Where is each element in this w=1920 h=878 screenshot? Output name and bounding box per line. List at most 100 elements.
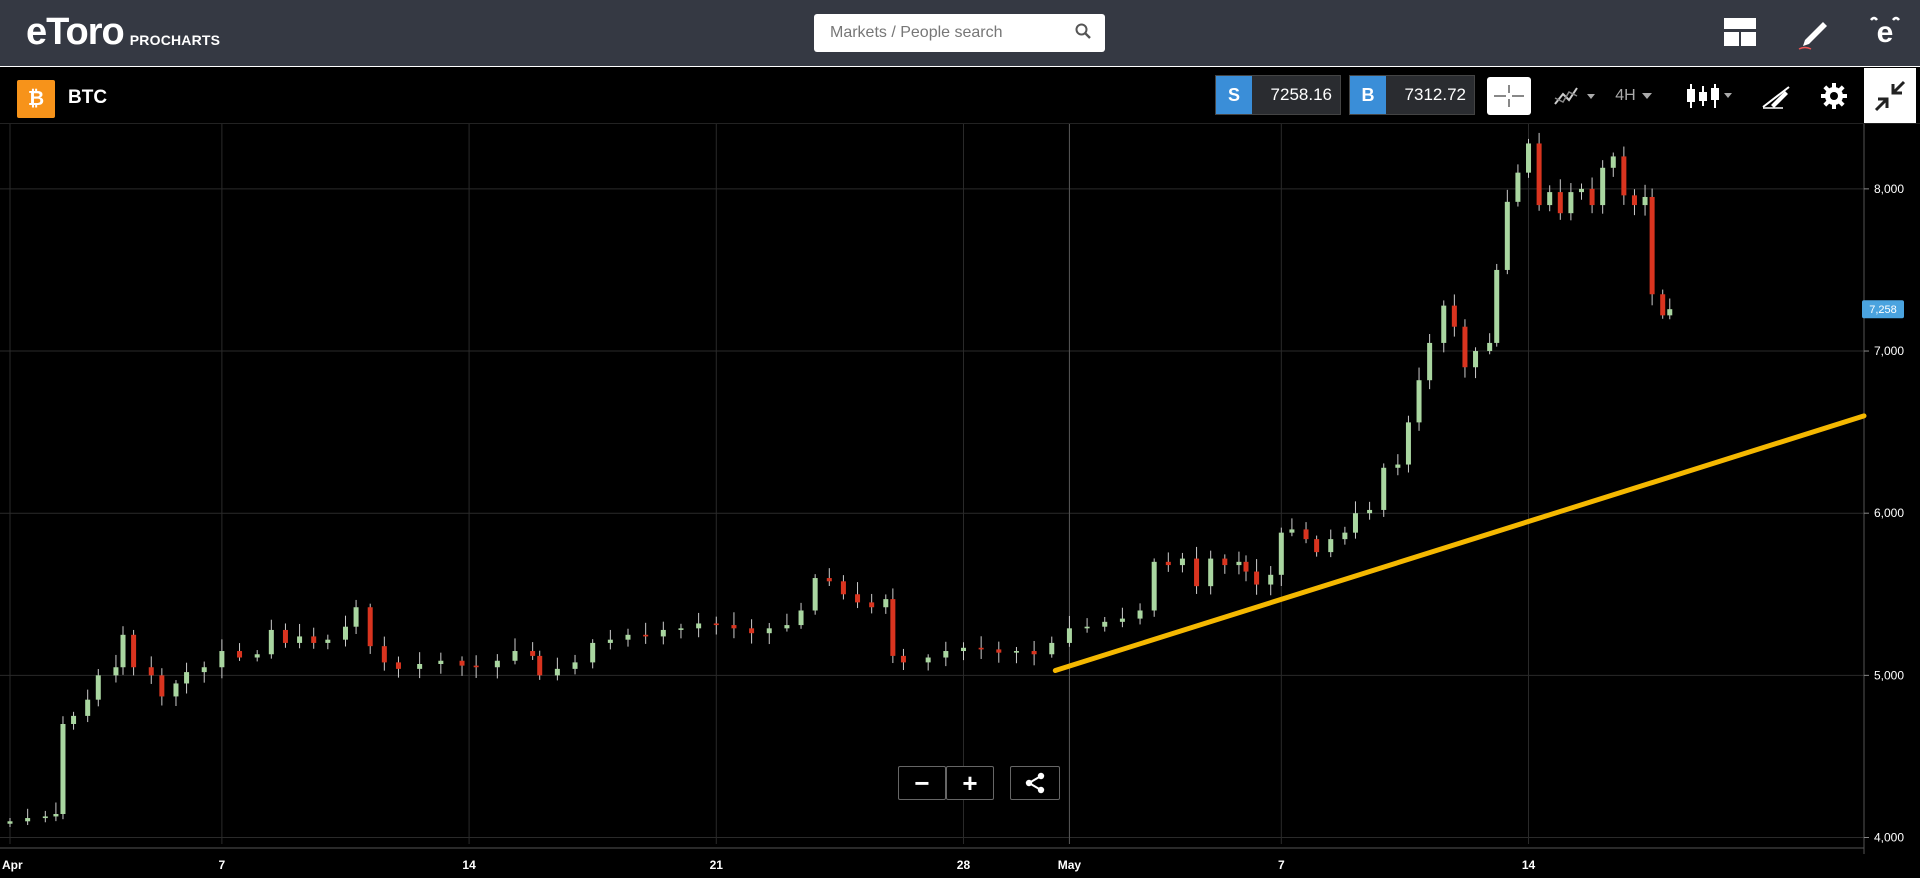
zoom-out-button[interactable]: −	[898, 766, 946, 800]
candle-body	[1494, 269, 1500, 343]
candle-body	[1589, 188, 1595, 206]
candle-body	[282, 629, 288, 643]
top-bar: eToro PROCHARTS e	[0, 0, 1920, 67]
x-tick-label: 14	[462, 858, 476, 872]
candle-body	[201, 667, 207, 673]
drawing-tools-icon[interactable]	[1756, 77, 1796, 115]
y-tick-label: 5,000	[1874, 668, 1904, 682]
candle-body	[1208, 558, 1214, 587]
candle-body	[826, 578, 832, 582]
candle-body	[883, 599, 889, 608]
search-icon[interactable]	[1075, 23, 1091, 44]
crosshair-icon[interactable]	[1487, 77, 1531, 115]
y-tick-label: 6,000	[1874, 506, 1904, 520]
candle-body	[1013, 651, 1019, 653]
brand-name: eToro	[26, 11, 125, 53]
candle-body	[1621, 156, 1627, 196]
bitcoin-icon: ₿	[17, 80, 55, 118]
chart-canvas[interactable]: 4,000 5,000 6,000 7,000 8,000 Apr 7 14 21 28 May 7 1…	[0, 124, 1920, 873]
candle-body	[840, 581, 846, 595]
candle-body	[494, 660, 500, 668]
candle-body	[1395, 464, 1401, 468]
candle-body	[855, 594, 861, 603]
search-box	[814, 14, 1105, 52]
candle-body	[1236, 561, 1242, 566]
candle-body	[1462, 326, 1468, 368]
x-tick-label: May	[1058, 858, 1082, 872]
candle-body	[1342, 532, 1348, 540]
product-name: PROCHARTS	[129, 32, 221, 48]
candle-body	[1303, 529, 1309, 540]
logo[interactable]: eToro PROCHARTS	[26, 12, 220, 52]
buy-button[interactable]: B 7312.72	[1349, 75, 1475, 115]
candle-body	[1568, 192, 1574, 214]
candle-body	[1487, 342, 1493, 352]
sell-label: S	[1216, 76, 1252, 114]
etoro-e-icon[interactable]: e	[1865, 12, 1905, 52]
candle-body	[512, 651, 518, 661]
candle-body	[1631, 195, 1637, 206]
candle-body	[713, 623, 719, 626]
candle-body	[900, 655, 906, 663]
y-tick-label: 7,000	[1874, 344, 1904, 358]
candle-body	[325, 639, 331, 643]
candle-body	[554, 668, 560, 676]
candle-body	[978, 647, 984, 650]
candle-body	[1515, 172, 1521, 202]
candle-body	[53, 814, 59, 817]
candle-body	[590, 642, 596, 663]
timeframe-selector[interactable]: 4H	[1610, 77, 1658, 115]
candle-body	[297, 636, 303, 643]
candle-body	[1102, 621, 1108, 627]
candle-body	[25, 818, 31, 822]
buy-label: B	[1350, 76, 1386, 114]
candle-body	[85, 699, 91, 716]
price-chart[interactable]: 4,000 5,000 6,000 7,000 8,000 Apr 7 14 21 28 May 7 1…	[0, 124, 1920, 873]
candle-body	[996, 649, 1002, 653]
candle-body	[943, 651, 949, 658]
layout-icon[interactable]	[1720, 12, 1760, 52]
current-price-label: 7,258	[1869, 304, 1897, 316]
candle-body	[381, 646, 387, 663]
gear-icon[interactable]	[1814, 77, 1854, 115]
candle-body	[353, 607, 359, 627]
candle-body	[766, 628, 772, 634]
candle-body	[1151, 561, 1157, 611]
candle-body	[731, 625, 737, 629]
candle-body	[1504, 201, 1510, 270]
candlestick-icon[interactable]	[1682, 77, 1738, 115]
candle-body	[625, 634, 631, 640]
candle-body	[1526, 143, 1532, 173]
x-tick-label: 21	[710, 858, 724, 872]
candle-body	[7, 821, 13, 824]
candle-body	[643, 634, 649, 637]
candle-body	[1367, 509, 1373, 514]
candle-body	[131, 634, 137, 668]
zoom-in-button[interactable]: +	[946, 766, 994, 800]
candle-body	[1222, 558, 1228, 566]
candle-body	[784, 625, 790, 629]
pencil-icon[interactable]	[1795, 12, 1835, 52]
candle-body	[268, 629, 274, 655]
candle-body	[184, 672, 190, 684]
candle-body	[812, 578, 818, 611]
timeframe-label: 4H	[1615, 87, 1636, 104]
search-input[interactable]	[828, 23, 1072, 43]
candle-body	[438, 660, 444, 664]
sell-button[interactable]: S 7258.16	[1215, 75, 1341, 115]
candle-body	[607, 639, 613, 643]
candle-body	[1427, 342, 1433, 381]
exit-fullscreen-icon[interactable]	[1864, 68, 1916, 123]
candle-body	[537, 655, 543, 676]
candle-body	[1031, 651, 1037, 655]
x-tick-label: 28	[957, 858, 971, 872]
share-icon[interactable]	[1010, 766, 1060, 800]
candle-body	[395, 662, 401, 669]
candle-body	[1473, 351, 1479, 368]
candle-body	[1243, 561, 1249, 572]
candle-body	[1610, 156, 1616, 168]
sell-price: 7258.16	[1252, 76, 1340, 114]
indicators-icon[interactable]	[1550, 77, 1602, 115]
candle-body	[1049, 642, 1055, 655]
candle-body	[311, 636, 317, 643]
